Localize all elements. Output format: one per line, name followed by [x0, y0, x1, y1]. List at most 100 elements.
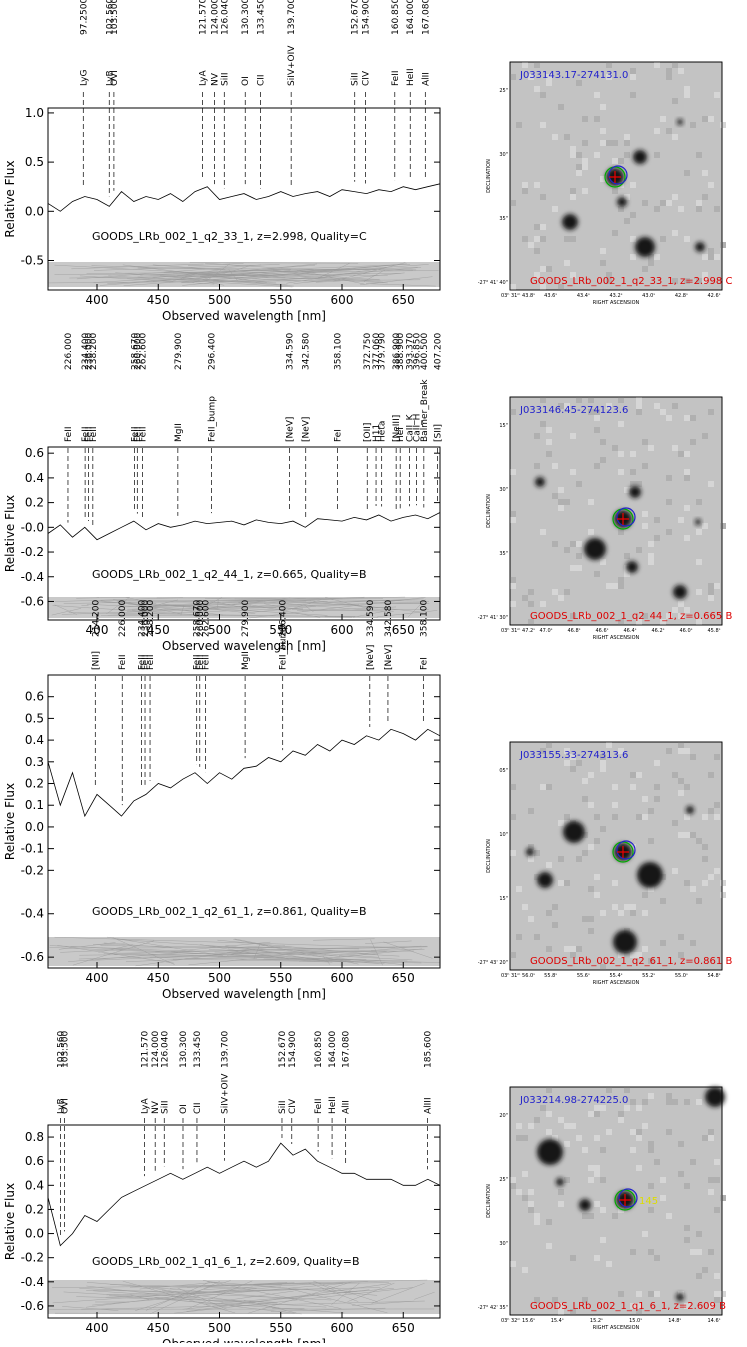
cutout-noise: [624, 134, 630, 140]
cutout-noise: [576, 541, 582, 547]
cutout-noise: [660, 1195, 666, 1201]
cutout-noise: [714, 802, 720, 808]
cutout-noise: [510, 511, 516, 517]
y-tick-label: 0.6: [25, 690, 44, 704]
cutout-noise: [588, 772, 594, 778]
cutout-noise: [546, 1129, 552, 1135]
cutout-y-label: DECLINATION: [486, 494, 492, 528]
cutout-noise: [558, 595, 564, 601]
line-name: FeII: [139, 426, 149, 442]
cutout-noise: [666, 1099, 672, 1105]
cutout-noise: [594, 814, 600, 820]
cutout-x-tick-label: 43.0ˢ: [642, 293, 655, 299]
cutout-noise: [588, 928, 594, 934]
cutout-noise: [642, 892, 648, 898]
line-name: SiIV+OIV: [287, 45, 297, 86]
cutout-noise: [546, 742, 552, 748]
cutout-noise: [720, 1291, 726, 1297]
cutout-noise: [588, 1213, 594, 1219]
y-tick-label: -0.2: [21, 545, 44, 559]
cutout-noise: [510, 74, 516, 80]
line-rest-wavelength: 126.040: [220, 0, 230, 35]
cutout-noise: [546, 1087, 552, 1093]
cutout-noise: [558, 1201, 564, 1207]
cutout-noise: [636, 1165, 642, 1171]
cutout-noise: [618, 469, 624, 475]
cutout-noise: [558, 820, 564, 826]
line-name: SiII: [220, 72, 230, 86]
cutout-noise: [594, 152, 600, 158]
cutout-noise: [684, 535, 690, 541]
cutout-noise: [684, 1237, 690, 1243]
cutout-noise: [708, 583, 714, 589]
cutout-noise: [522, 236, 528, 242]
cutout-noise: [714, 254, 720, 260]
cutout-noise: [534, 248, 540, 254]
spectrum-line: [48, 1143, 440, 1246]
spectrum-line: [48, 513, 440, 540]
cutout-noise: [558, 1189, 564, 1195]
cutout-x-tick-label: 15.4ˢ: [551, 1318, 564, 1324]
cutout-noise: [690, 940, 696, 946]
cutout-noise: [630, 772, 636, 778]
cutout-noise: [594, 838, 600, 844]
cutout-noise: [564, 260, 570, 266]
cutout-noise: [714, 583, 720, 589]
line-rest-wavelength: 167.080: [421, 0, 431, 35]
cutout-noise: [708, 254, 714, 260]
y-tick-label: 0.8: [25, 1130, 44, 1144]
cutout-noise: [672, 403, 678, 409]
x-tick-label: 500: [208, 1321, 231, 1335]
cutout-noise: [690, 886, 696, 892]
cutout-noise: [600, 260, 606, 266]
line-rest-wavelength: 130.300: [241, 0, 251, 35]
cutout-noise: [534, 433, 540, 439]
cutout-noise: [630, 212, 636, 218]
cutout-noise: [684, 1099, 690, 1105]
cutout-id: J033214.98-274225.0: [519, 1095, 628, 1106]
line-name: HeII: [406, 68, 416, 86]
cutout-noise: [696, 589, 702, 595]
cutout-source: [563, 821, 585, 843]
cutout-noise: [654, 535, 660, 541]
cutout-noise: [594, 1135, 600, 1141]
line-name: FeII: [202, 654, 212, 670]
line-name: [NeV]: [302, 417, 312, 442]
cutout-noise: [558, 1117, 564, 1123]
cutout-x-tick-label: 42.6ˢ: [708, 293, 721, 299]
cutout-noise: [600, 104, 606, 110]
cutout-noise: [534, 1219, 540, 1225]
cutout-noise: [588, 397, 594, 403]
cutout-noise: [690, 1159, 696, 1165]
cutout-noise: [654, 128, 660, 134]
cutout-noise: [528, 1207, 534, 1213]
y-tick-label: 0.0: [25, 204, 44, 218]
cutout-noise: [528, 242, 534, 248]
cutout-noise: [654, 1159, 660, 1165]
cutout-noise: [678, 601, 684, 607]
cutout-noise: [684, 748, 690, 754]
cutout-id: J033143.17-274131.0: [519, 70, 628, 81]
cutout-noise: [618, 1111, 624, 1117]
cutout-noise: [600, 1147, 606, 1153]
cutout-noise: [522, 1135, 528, 1141]
y-axis-label: Relative Flux: [3, 160, 17, 237]
cutout-noise: [582, 916, 588, 922]
cutout-source: [579, 1199, 591, 1211]
line-name: [NeV]: [285, 417, 295, 442]
cutout-noise: [672, 445, 678, 451]
cutout-noise: [528, 1201, 534, 1207]
cutout-noise: [696, 838, 702, 844]
cutout-noise: [630, 451, 636, 457]
line-name: FeII_bump: [279, 624, 289, 670]
cutout-noise: [654, 1291, 660, 1297]
cutout-noise: [594, 427, 600, 433]
cutout-noise: [630, 182, 636, 188]
cutout-noise: [708, 1249, 714, 1255]
cutout-noise: [678, 742, 684, 748]
cutout-noise: [636, 409, 642, 415]
cutout-noise: [606, 1261, 612, 1267]
x-tick-label: 550: [269, 971, 292, 985]
x-tick-label: 600: [331, 623, 354, 637]
cutout-noise: [618, 421, 624, 427]
